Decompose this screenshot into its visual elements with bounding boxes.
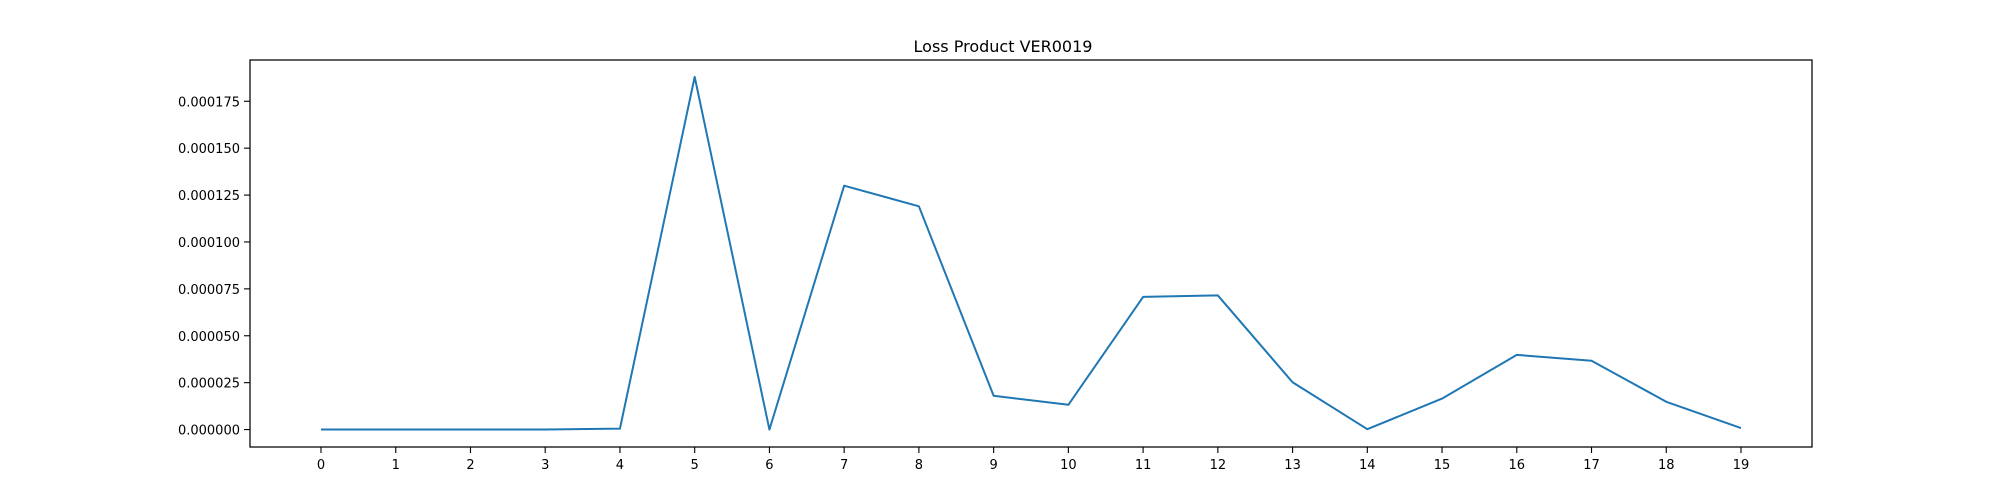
x-tick-label: 12 [1210,458,1227,473]
x-tick-label: 11 [1135,458,1152,473]
x-tick-label: 2 [466,458,474,473]
x-tick-label: 15 [1434,458,1451,473]
x-tick-label: 17 [1583,458,1600,473]
x-tick-label: 8 [915,458,923,473]
x-tick-label: 9 [989,458,997,473]
x-tick-label: 6 [765,458,773,473]
x-tick-label: 19 [1733,458,1750,473]
x-tick-label: 10 [1060,458,1077,473]
y-tick-label: 0.000000 [178,424,240,439]
y-axis: 0.000000 0.000025 0.000050 0.000075 0.000100… [178,95,250,439]
y-tick-label: 0.000175 [178,95,240,110]
y-tick-label: 0.000025 [178,377,240,392]
y-tick-label: 0.000125 [178,189,240,204]
x-tick-label: 1 [392,458,400,473]
x-tick-label: 5 [691,458,699,473]
x-tick-label: 14 [1359,458,1376,473]
x-tick-label: 3 [541,458,549,473]
x-tick-label: 4 [616,458,624,473]
x-tick-label: 16 [1509,458,1526,473]
plot-frame [249,59,1813,448]
y-tick-label: 0.000050 [178,330,240,345]
x-tick-label: 7 [840,458,848,473]
x-axis: 0 1 2 3 4 5 6 7 8 9 10 11 12 13 14 15 16 17 18 19 [317,447,1749,473]
y-tick-label: 0.000075 [178,283,240,298]
x-tick-label: 0 [317,458,325,473]
x-tick-label: 18 [1658,458,1675,473]
y-tick-label: 0.000150 [178,142,240,157]
series-layer [321,75,1742,431]
chart-title: Loss Product VER0019 [914,37,1093,56]
series-line [321,75,1742,431]
y-tick-label: 0.000100 [178,236,240,251]
x-tick-label: 13 [1284,458,1301,473]
